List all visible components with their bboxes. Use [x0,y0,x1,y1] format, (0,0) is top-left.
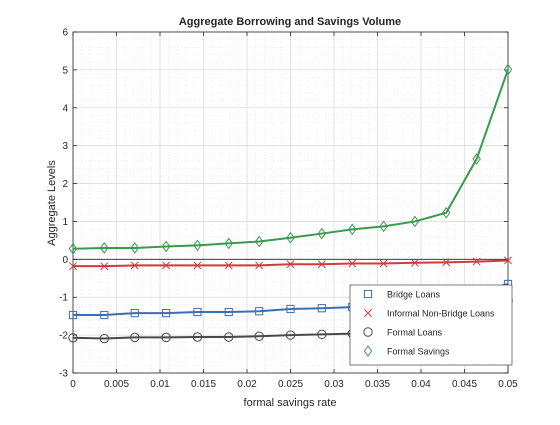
y-tick-label: 1 [62,217,68,228]
y-tick-label: -1 [59,293,68,304]
y-axis-label: Aggregate Levels [46,160,58,246]
x-tick-label: 0.04 [411,379,431,390]
y-tick-label: 4 [62,103,68,114]
x-tick-label: 0.01 [150,379,170,390]
legend-label: Informal Non-Bridge Loans [387,309,495,319]
y-tick-label: -2 [59,331,68,342]
y-tick-label: 2 [62,179,68,190]
chart-title: Aggregate Borrowing and Savings Volume [179,16,401,28]
legend-label: Formal Savings [387,347,450,357]
x-tick-label: 0 [70,379,76,390]
x-tick-label: 0.015 [191,379,216,390]
x-tick-label: 0.005 [104,379,129,390]
x-axis-label: formal savings rate [244,397,337,409]
y-tick-label: 0 [62,255,68,266]
x-tick-label: 0.02 [237,379,257,390]
y-tick-label: 3 [62,141,68,152]
legend-label: Bridge Loans [387,290,441,300]
x-tick-label: 0.025 [278,379,303,390]
legend: Bridge Loans Informal Non-Bridge Loans For… [350,285,512,365]
x-tick-label: 0.05 [498,379,518,390]
plot-area: 0 0.005 0.01 0.015 0.02 0.025 0.03 0.035 0.04 0.0… [59,28,518,391]
x-tick-label: 0.035 [365,379,390,390]
x-tick-label: 0.03 [324,379,344,390]
legend-label: Formal Loans [387,328,443,338]
y-tick-label: -3 [59,369,68,380]
y-tick-label: 6 [62,28,68,39]
y-tick-label: 5 [62,65,68,76]
x-tick-label: 0.045 [452,379,477,390]
